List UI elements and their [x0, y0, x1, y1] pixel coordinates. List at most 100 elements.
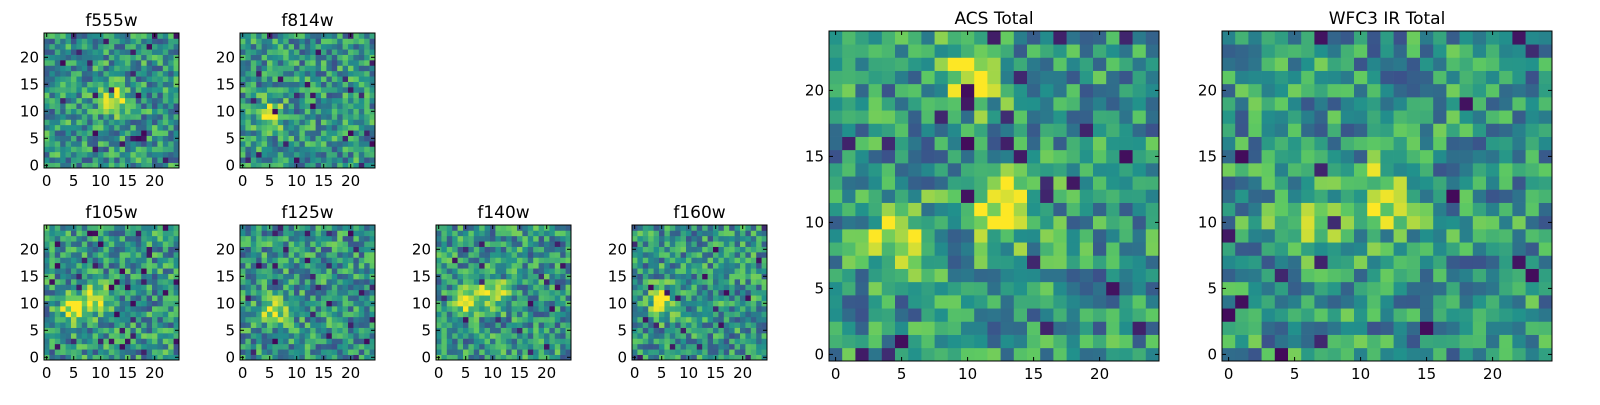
- heatmap-cell: [751, 311, 757, 317]
- heatmap-cell: [1407, 189, 1421, 203]
- heatmap-cell: [245, 103, 251, 109]
- heatmap-cell: [120, 349, 126, 355]
- heatmap-cell: [66, 92, 72, 98]
- y-tick-label: 10: [20, 102, 39, 120]
- heatmap-cell: [560, 268, 566, 274]
- heatmap-cell: [842, 282, 856, 296]
- heatmap-cell: [321, 247, 327, 253]
- heatmap-cell: [908, 269, 922, 283]
- heatmap-cell: [686, 311, 692, 317]
- heatmap-cell: [299, 33, 305, 39]
- heatmap-cell: [560, 236, 566, 242]
- heatmap-cell: [348, 98, 354, 104]
- heatmap-cell: [294, 311, 300, 317]
- heatmap-cell: [1001, 335, 1015, 349]
- heatmap-cell: [948, 203, 962, 217]
- heatmap-cell: [348, 125, 354, 131]
- heatmap-cell: [326, 295, 332, 301]
- heatmap-cell: [240, 306, 246, 312]
- heatmap-cell: [1093, 282, 1107, 296]
- heatmap-cell: [1486, 189, 1500, 203]
- heatmap-cell: [724, 290, 730, 296]
- heatmap-cell: [713, 268, 719, 274]
- heatmap-cell: [1460, 295, 1474, 309]
- heatmap-cell: [125, 98, 131, 104]
- heatmap-cell: [120, 141, 126, 147]
- heatmap-cell: [256, 317, 262, 323]
- heatmap-cell: [1460, 308, 1474, 322]
- heatmap-cell: [299, 146, 305, 152]
- heatmap-cell: [60, 130, 66, 136]
- heatmap-cell: [648, 230, 654, 236]
- heatmap-cell: [76, 268, 82, 274]
- heatmap-cell: [136, 344, 142, 350]
- heatmap-cell: [87, 125, 93, 131]
- heatmap-cell: [256, 257, 262, 263]
- heatmap-cell: [544, 317, 550, 323]
- heatmap-cell: [1067, 31, 1081, 45]
- heatmap-cell: [337, 301, 343, 307]
- heatmap-cell: [549, 301, 555, 307]
- heatmap-cell: [114, 44, 120, 50]
- heatmap-cell: [1314, 321, 1328, 335]
- heatmap-cell: [441, 236, 447, 242]
- heatmap-cell: [501, 230, 507, 236]
- heatmap-cell: [729, 274, 735, 280]
- heatmap-cell: [136, 33, 142, 39]
- heatmap-cell: [560, 333, 566, 339]
- heatmap-cell: [136, 230, 142, 236]
- heatmap-cell: [1146, 57, 1160, 71]
- heatmap-cell: [278, 65, 284, 71]
- heatmap-cell: [745, 311, 751, 317]
- heatmap-cell: [98, 38, 104, 44]
- heatmap-cell: [539, 284, 545, 290]
- heatmap-cell: [855, 57, 869, 71]
- heatmap-cell: [1067, 229, 1081, 243]
- heatmap-cell: [490, 306, 496, 312]
- heatmap-cell: [648, 241, 654, 247]
- heatmap-cell: [262, 141, 268, 147]
- heatmap-cell: [745, 295, 751, 301]
- heatmap-cell: [49, 119, 55, 125]
- heatmap-cell: [310, 98, 316, 104]
- heatmap-cell: [130, 263, 136, 269]
- heatmap-cell: [468, 252, 474, 258]
- heatmap-cell: [1014, 110, 1028, 124]
- heatmap-cell: [174, 241, 180, 247]
- heatmap-cell: [468, 241, 474, 247]
- heatmap-cell: [240, 92, 246, 98]
- heatmap-cell: [348, 279, 354, 285]
- heatmap-cell: [109, 98, 115, 104]
- heatmap-cell: [125, 141, 131, 147]
- heatmap-cell: [724, 338, 730, 344]
- heatmap-cell: [1027, 255, 1041, 269]
- heatmap-cell: [751, 290, 757, 296]
- heatmap-cell: [745, 301, 751, 307]
- heatmap-cell: [566, 344, 572, 350]
- heatmap-cell: [168, 44, 174, 50]
- heatmap-cell: [71, 247, 77, 253]
- heatmap-cell: [305, 71, 311, 77]
- heatmap-cell: [109, 33, 115, 39]
- heatmap-cell: [343, 279, 349, 285]
- heatmap-cell: [869, 295, 883, 309]
- heatmap-cell: [49, 301, 55, 307]
- heatmap-cell: [316, 130, 322, 136]
- heatmap-cell: [895, 71, 909, 85]
- heatmap-cell: [921, 203, 935, 217]
- heatmap-cell: [1119, 150, 1133, 164]
- heatmap-cell: [76, 355, 82, 361]
- heatmap-cell: [522, 355, 528, 361]
- heatmap-cell: [240, 257, 246, 263]
- heatmap-cell: [98, 301, 104, 307]
- heatmap-cell: [245, 163, 251, 169]
- heatmap-cell: [316, 87, 322, 93]
- heatmap-cell: [697, 257, 703, 263]
- heatmap-cell: [681, 317, 687, 323]
- heatmap-cell: [114, 257, 120, 263]
- heatmap-cell: [1354, 269, 1368, 283]
- chart-title: f160w: [673, 203, 725, 223]
- heatmap-cell: [337, 230, 343, 236]
- heatmap-cell: [364, 76, 370, 82]
- heatmap-cell: [479, 344, 485, 350]
